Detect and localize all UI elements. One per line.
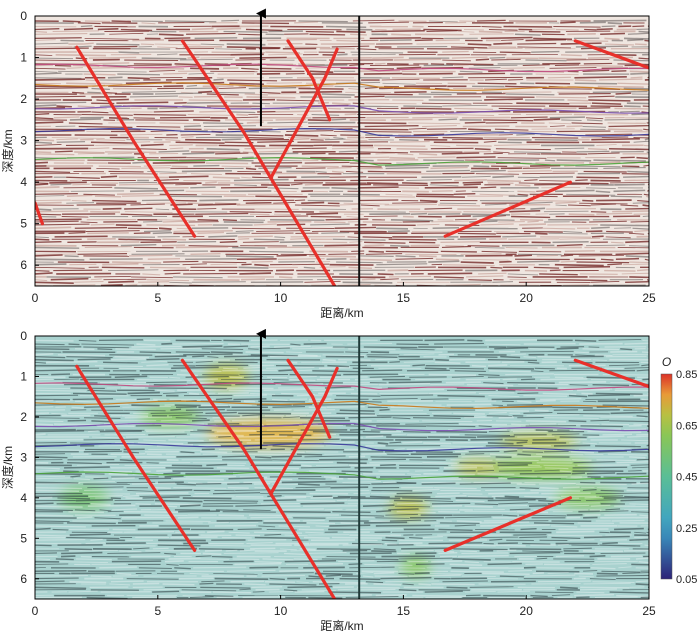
bottom-ytick-label: 6 bbox=[20, 572, 27, 586]
bottom-ytick-label: 4 bbox=[20, 491, 27, 505]
bottom-xtick-label: 15 bbox=[397, 604, 411, 618]
top-ytick-label: 0 bbox=[20, 9, 27, 23]
top-ytick-label: 5 bbox=[20, 217, 27, 231]
bottom-xtick-label: 0 bbox=[32, 604, 39, 618]
colorbar-tick-label: 0.25 bbox=[676, 523, 697, 535]
top-ytick-label: 1 bbox=[20, 51, 27, 65]
top-panel: 0 5 10 15 20 25 0 1 2 3 4 5 6 距离/km 深度/km bbox=[0, 9, 656, 320]
top-ytick-label: 6 bbox=[20, 258, 27, 272]
top-xtick-label: 15 bbox=[397, 291, 411, 305]
top-xlabel: 距离/km bbox=[320, 305, 363, 320]
bottom-panel: 0 5 10 15 20 25 0 1 2 3 4 5 6 距离/km 深度/km O 0.85 0.65 0.45… bbox=[0, 329, 697, 631]
bottom-xtick-label: 10 bbox=[274, 604, 288, 618]
top-xtick-label: 25 bbox=[642, 291, 656, 305]
bottom-xlabel: 距离/km bbox=[320, 618, 363, 631]
bottom-anomaly-3 bbox=[499, 433, 578, 449]
colorbar-title: O bbox=[662, 355, 671, 369]
top-xtick-label: 10 bbox=[274, 291, 288, 305]
top-ylabel: 深度/km bbox=[0, 129, 15, 172]
bottom-xtick-label: 25 bbox=[642, 604, 656, 618]
colorbar-tick-label: 0.05 bbox=[676, 574, 697, 586]
colorbar-tick-label: 0.85 bbox=[676, 369, 697, 381]
colorbar-tick-label: 0.65 bbox=[676, 420, 697, 432]
top-ytick-label: 3 bbox=[20, 134, 27, 148]
bottom-xtick-label: 20 bbox=[520, 604, 534, 618]
bottom-ytick-label: 2 bbox=[20, 410, 27, 424]
colorbar bbox=[661, 374, 672, 579]
top-xtick-label: 20 bbox=[520, 291, 534, 305]
top-ytick-label: 2 bbox=[20, 92, 27, 106]
bottom-ytick-label: 0 bbox=[20, 329, 27, 343]
bottom-ytick-label: 5 bbox=[20, 531, 27, 545]
bottom-xtick-label: 5 bbox=[154, 604, 161, 618]
top-xtick-label: 5 bbox=[154, 291, 161, 305]
bottom-ytick-label: 3 bbox=[20, 450, 27, 464]
bottom-ytick-label: 1 bbox=[20, 369, 27, 383]
top-xtick-label: 0 bbox=[32, 291, 39, 305]
bottom-ylabel: 深度/km bbox=[0, 446, 15, 489]
top-plot-area bbox=[35, 16, 649, 289]
top-ytick-label: 4 bbox=[20, 175, 27, 189]
bottom-plot-area bbox=[35, 336, 649, 601]
colorbar-tick-label: 0.45 bbox=[676, 472, 697, 484]
